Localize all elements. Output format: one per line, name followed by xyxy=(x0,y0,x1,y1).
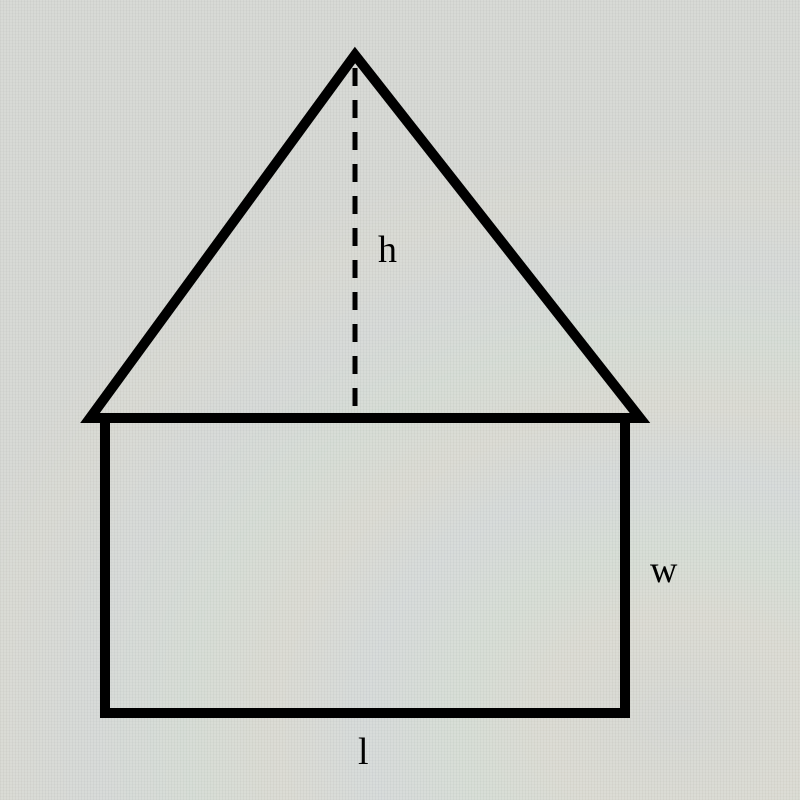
label-l: l xyxy=(358,730,369,774)
rectangle xyxy=(105,418,625,713)
diagram-svg xyxy=(0,0,800,800)
label-w: w xyxy=(650,548,677,592)
triangle xyxy=(90,55,640,418)
label-h: h xyxy=(378,228,397,272)
